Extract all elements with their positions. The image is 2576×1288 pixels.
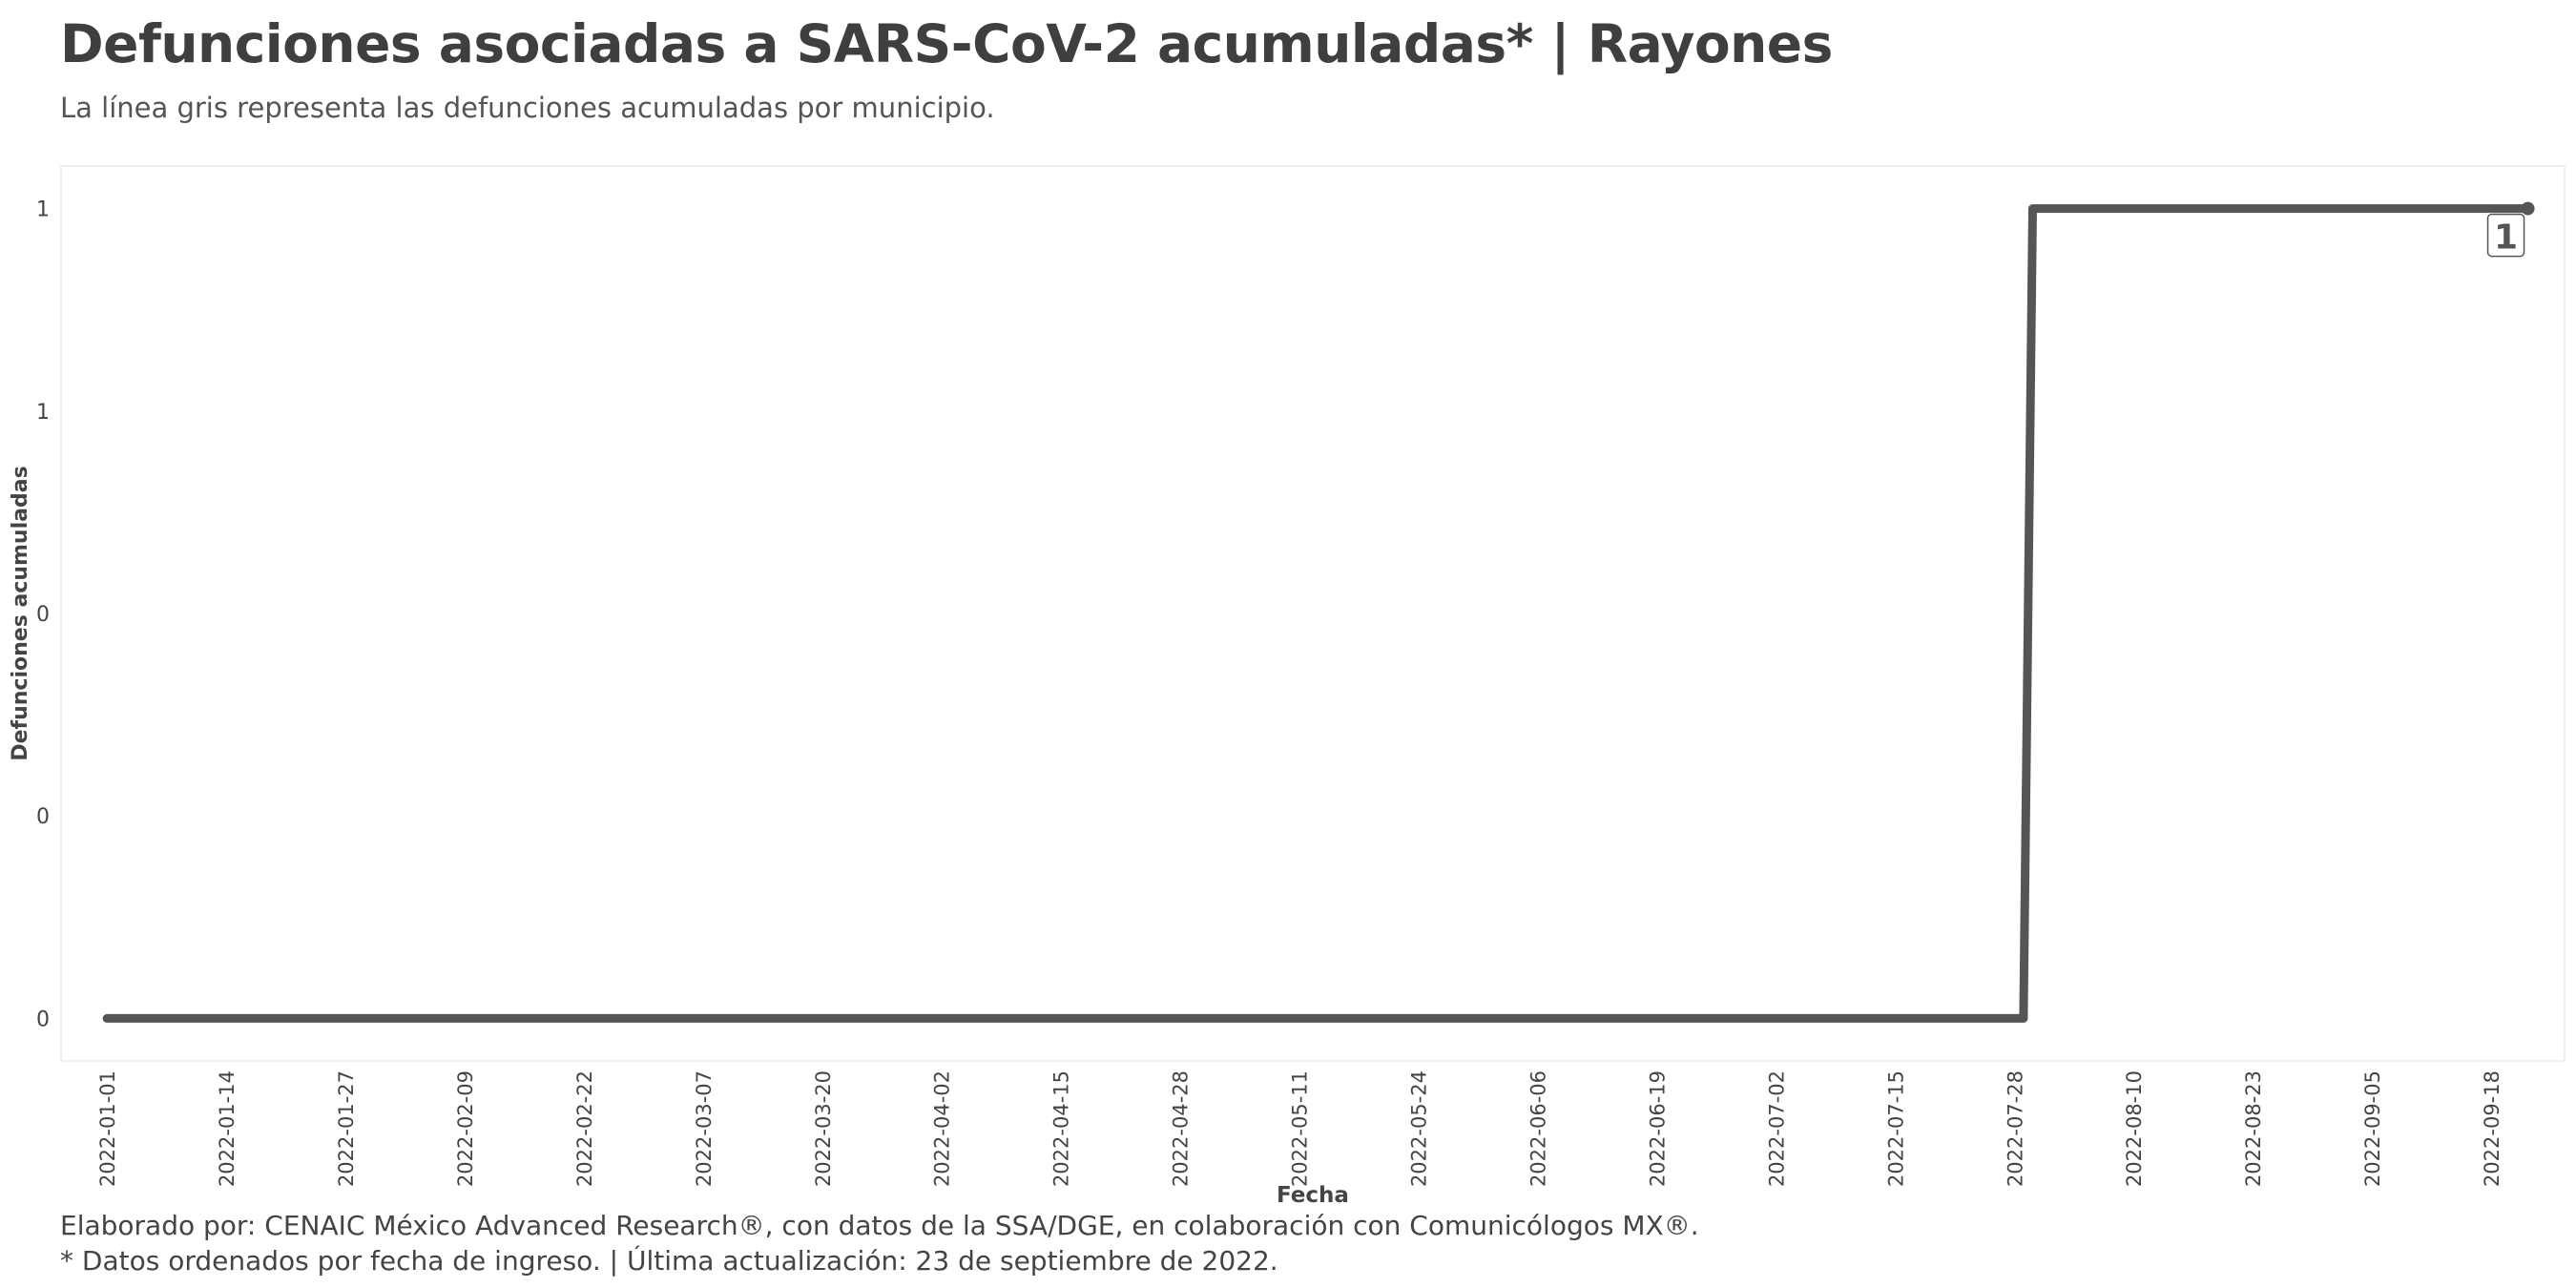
cumulative-deaths-line xyxy=(102,204,2533,1023)
x-tick-label: 2022-01-14 xyxy=(216,1070,239,1187)
x-tick-label: 2022-04-15 xyxy=(1050,1070,1073,1187)
x-tick-label: 2022-03-07 xyxy=(693,1070,716,1187)
y-tick-label: 0 xyxy=(36,603,50,627)
plot-panel xyxy=(60,165,2566,1062)
y-tick-label: 1 xyxy=(36,198,50,222)
x-tick-label: 2022-02-22 xyxy=(573,1070,596,1187)
x-tick-label: 2022-09-05 xyxy=(2361,1070,2384,1187)
chart-subtitle: La línea gris representa las defunciones… xyxy=(60,92,995,124)
x-tick-label: 2022-04-02 xyxy=(931,1070,954,1187)
x-tick-label: 2022-04-28 xyxy=(1170,1070,1193,1187)
last-point-marker xyxy=(2521,201,2535,216)
x-tick-label: 2022-07-15 xyxy=(1884,1070,1907,1187)
x-tick-label: 2022-01-01 xyxy=(96,1070,119,1187)
x-tick-label: 2022-08-10 xyxy=(2123,1070,2146,1187)
y-tick-label: 0 xyxy=(36,1008,50,1031)
x-tick-label: 2022-07-02 xyxy=(1765,1070,1788,1187)
x-tick-label: 2022-05-11 xyxy=(1289,1070,1312,1187)
x-tick-label: 2022-01-27 xyxy=(335,1070,358,1187)
caption-source: Elaborado por: CENAIC México Advanced Re… xyxy=(60,1210,1699,1241)
y-tick-label: 0 xyxy=(36,805,50,829)
x-tick-label: 2022-06-19 xyxy=(1646,1070,1669,1187)
chart-title: Defunciones asociadas a SARS-CoV-2 acumu… xyxy=(60,13,1833,74)
x-tick-label: 2022-05-24 xyxy=(1408,1070,1431,1187)
y-tick-label: 1 xyxy=(36,401,50,425)
end-value-label-box xyxy=(2486,213,2525,258)
x-tick-label: 2022-06-06 xyxy=(1527,1070,1549,1187)
caption-note: * Datos ordenados por fecha de ingreso. … xyxy=(60,1245,1278,1277)
y-axis-title: Defunciones acumuladas xyxy=(9,466,32,760)
x-tick-label: 2022-07-28 xyxy=(2004,1070,2026,1187)
x-tick-label: 2022-09-18 xyxy=(2481,1070,2503,1187)
x-tick-label: 2022-03-20 xyxy=(812,1070,835,1187)
x-tick-label: 2022-08-23 xyxy=(2242,1070,2265,1187)
x-axis-title: Fecha xyxy=(1277,1183,1349,1208)
x-tick-label: 2022-02-09 xyxy=(454,1070,477,1187)
end-value-label: 1 xyxy=(2494,218,2518,258)
